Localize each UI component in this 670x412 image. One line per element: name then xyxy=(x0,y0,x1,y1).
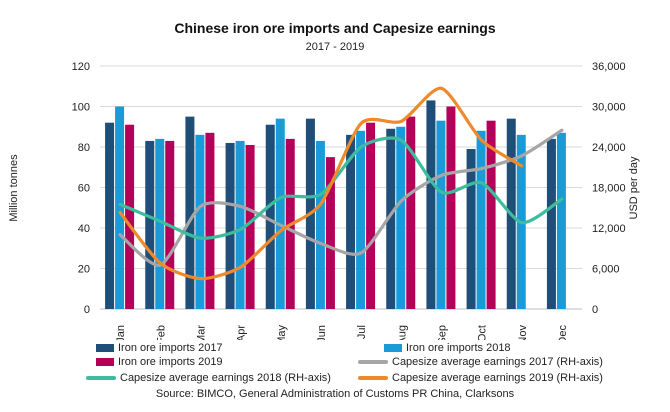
legend-swatch-line-2017 xyxy=(358,360,388,364)
legend-swatch-bar-2019 xyxy=(96,358,114,366)
y-tick-label-right: 36,000 xyxy=(592,61,626,73)
y-tick-label-left: 80 xyxy=(78,142,90,154)
y-tick-label-right: 18,000 xyxy=(592,183,626,195)
y-tick-label-left: 60 xyxy=(78,183,90,195)
bar-iron-ore-imports-2018 xyxy=(356,130,366,309)
bar-iron-ore-imports-2018 xyxy=(195,134,205,309)
legend-item-bar-2019: Iron ore imports 2019 xyxy=(96,356,223,368)
y-tick-label-right: 12,000 xyxy=(592,223,626,235)
legend-label-bar-2017: Iron ore imports 2017 xyxy=(118,342,223,354)
bar-iron-ore-imports-2019 xyxy=(245,144,255,309)
chart-legend: Iron ore imports 2017 Iron ore imports 2… xyxy=(0,338,670,388)
y-tick-label-left: 0 xyxy=(84,304,90,316)
bar-iron-ore-imports-2017 xyxy=(185,116,195,309)
x-tick-label: Jun xyxy=(316,325,328,340)
x-tick-label: May xyxy=(276,325,288,340)
bar-iron-ore-imports-2019 xyxy=(205,132,215,309)
y-tick-label-right: 6,000 xyxy=(592,264,620,276)
bar-iron-ore-imports-2017 xyxy=(145,140,155,309)
bar-iron-ore-imports-2019 xyxy=(125,124,135,309)
y-tick-label-right: 30,000 xyxy=(592,102,626,114)
legend-item-line-2019: Capesize average earnings 2019 (RH-axis) xyxy=(358,372,603,384)
x-tick-label: Feb xyxy=(155,325,167,340)
bar-iron-ore-imports-2017 xyxy=(546,138,556,309)
y-tick-label-left: 100 xyxy=(72,102,90,114)
legend-label-line-2019: Capesize average earnings 2019 (RH-axis) xyxy=(392,372,603,384)
legend-label-line-2017: Capesize average earnings 2017 (RH-axis) xyxy=(392,356,603,368)
bar-iron-ore-imports-2019 xyxy=(446,106,456,309)
legend-swatch-bar-2017 xyxy=(96,344,114,352)
legend-swatch-bar-2018 xyxy=(384,344,402,352)
legend-item-line-2018: Capesize average earnings 2018 (RH-axis) xyxy=(86,372,331,384)
bar-iron-ore-imports-2019 xyxy=(486,120,496,309)
chart-source: Source: BIMCO, General Administration of… xyxy=(155,388,515,400)
chart-subtitle: 2017 - 2019 xyxy=(305,41,365,53)
bar-iron-ore-imports-2017 xyxy=(466,149,476,309)
bar-iron-ore-imports-2018 xyxy=(235,140,245,309)
bar-iron-ore-imports-2018 xyxy=(315,140,325,309)
bar-iron-ore-imports-2019 xyxy=(325,157,335,309)
bar-iron-ore-imports-2019 xyxy=(406,116,416,309)
y-tick-label-right: 0 xyxy=(592,304,598,316)
legend-label-bar-2018: Iron ore imports 2018 xyxy=(406,342,511,354)
legend-label-bar-2019: Iron ore imports 2019 xyxy=(118,356,223,368)
legend-label-line-2018: Capesize average earnings 2018 (RH-axis) xyxy=(120,372,331,384)
bar-iron-ore-imports-2018 xyxy=(476,130,486,309)
y-tick-label-left: 40 xyxy=(78,223,90,235)
bar-iron-ore-imports-2017 xyxy=(105,122,115,309)
y-tick-label-left: 20 xyxy=(78,264,90,276)
bar-iron-ore-imports-2018 xyxy=(396,126,406,309)
legend-item-bar-2018: Iron ore imports 2018 xyxy=(384,342,511,354)
line-capesize-average-earnings-2017-rh-axis- xyxy=(118,128,564,267)
x-tick-label: Apr xyxy=(236,325,248,340)
y-tick-label-left: 120 xyxy=(72,61,90,73)
bar-iron-ore-imports-2018 xyxy=(275,118,285,310)
bar-iron-ore-imports-2019 xyxy=(366,122,376,309)
bar-iron-ore-imports-2018 xyxy=(115,106,125,309)
chart-title: Chinese iron ore imports and Capesize ea… xyxy=(174,20,496,36)
bar-iron-ore-imports-2017 xyxy=(386,128,396,309)
x-tick-label: Mar xyxy=(195,325,207,340)
bar-iron-ore-imports-2017 xyxy=(225,142,235,309)
bar-iron-ore-imports-2018 xyxy=(556,132,566,309)
x-tick-label: Aug xyxy=(396,325,408,340)
x-tick-label: Nov xyxy=(517,325,529,340)
x-tick-label: Jan xyxy=(115,325,127,340)
y-tick-label-right: 24,000 xyxy=(592,142,626,154)
x-tick-label: Oct xyxy=(477,325,489,340)
line-capesize-average-earnings-2019-rh-axis- xyxy=(118,86,524,281)
legend-swatch-line-2019 xyxy=(358,376,388,380)
bar-iron-ore-imports-2017 xyxy=(265,124,275,309)
bar-iron-ore-imports-2018 xyxy=(436,120,446,309)
x-tick-label: Jul xyxy=(356,325,368,339)
line-capesize-average-earnings-2018-rh-axis- xyxy=(118,136,564,240)
chart-plot: 0 20 40 60 80 100 120 0 6,000 12,000 18,000 24,000 3… xyxy=(72,61,626,340)
legend-item-line-2017: Capesize average earnings 2017 (RH-axis) xyxy=(358,356,603,368)
x-tick-label: Sep xyxy=(436,325,448,340)
x-tick-label: Dec xyxy=(557,325,569,340)
legend-item-bar-2017: Iron ore imports 2017 xyxy=(96,342,223,354)
bar-iron-ore-imports-2017 xyxy=(346,134,356,309)
legend-swatch-line-2018 xyxy=(86,376,116,380)
bar-iron-ore-imports-2018 xyxy=(155,138,165,309)
bar-iron-ore-imports-2017 xyxy=(426,100,436,309)
